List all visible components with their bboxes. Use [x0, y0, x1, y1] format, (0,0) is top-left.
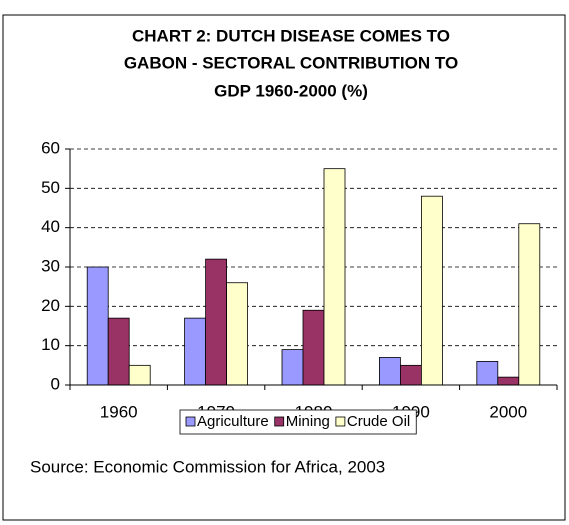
bar — [518, 223, 541, 386]
y-tick-label: 60 — [41, 138, 60, 157]
bar — [323, 168, 346, 386]
y-tick-label: 40 — [41, 217, 60, 236]
legend-swatch — [274, 416, 285, 427]
legend-label: Crude Oil — [347, 413, 410, 430]
legend-swatch — [185, 416, 196, 427]
y-tick-label: 30 — [41, 256, 60, 275]
bar — [302, 309, 325, 386]
x-tick-label: 2000 — [489, 402, 527, 421]
bar — [184, 317, 207, 386]
y-tick-label: 20 — [41, 296, 60, 315]
legend-swatch — [335, 416, 346, 427]
y-tick-label: 10 — [41, 335, 60, 354]
bar — [226, 282, 249, 386]
bar — [281, 349, 304, 386]
legend-box — [179, 409, 417, 435]
bar — [476, 360, 499, 386]
y-tick-label: 50 — [41, 178, 60, 197]
chart-title: GDP 1960-2000 (%) — [214, 81, 368, 100]
bar — [399, 364, 422, 386]
bar — [205, 258, 228, 386]
bar — [420, 195, 443, 386]
bar — [86, 266, 109, 386]
x-tick-label: 1960 — [100, 402, 138, 421]
bar — [378, 357, 401, 386]
bar — [107, 317, 130, 386]
bar — [497, 376, 520, 386]
legend-label: Mining — [286, 413, 330, 430]
bar — [128, 364, 151, 386]
chart-title: CHART 2: DUTCH DISEASE COMES TO — [132, 26, 450, 45]
source-note: Source: Economic Commission for Africa, … — [30, 457, 385, 476]
chart-title: GABON - SECTORAL CONTRIBUTION TO — [124, 53, 458, 72]
legend-label: Agriculture — [197, 413, 269, 430]
y-tick-label: 0 — [51, 374, 60, 393]
